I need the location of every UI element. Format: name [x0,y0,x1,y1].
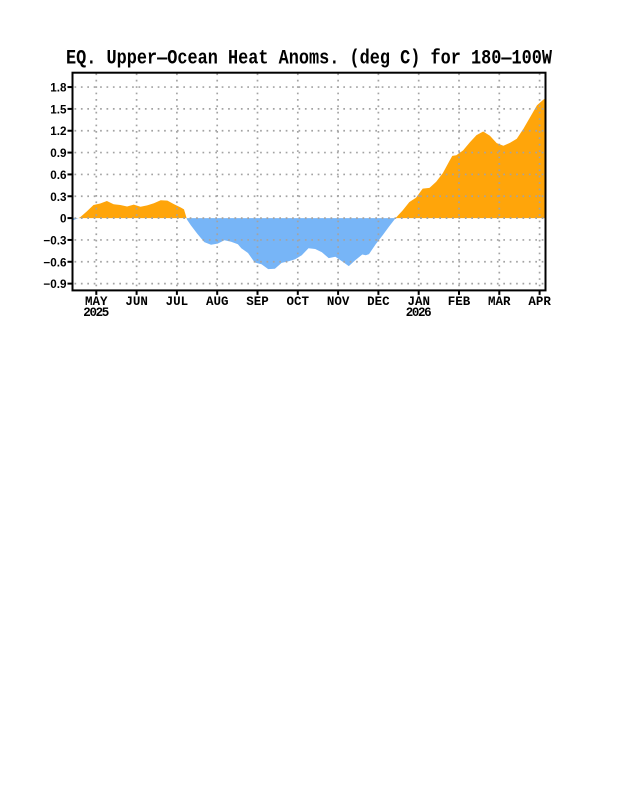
svg-text:OCT: OCT [287,295,310,309]
svg-text:NOV: NOV [327,295,350,309]
svg-text:MAY: MAY [85,295,108,309]
svg-text:FEB: FEB [448,295,471,309]
svg-text:JUN: JUN [125,295,148,309]
svg-text:JAN: JAN [407,295,430,309]
svg-text:MAR: MAR [488,295,511,309]
svg-text:2025: 2025 [83,306,109,320]
svg-text:0: 0 [60,213,67,226]
svg-text:0.3: 0.3 [50,191,67,204]
svg-text:JUL: JUL [166,295,189,309]
svg-text:0.6: 0.6 [50,169,67,182]
svg-text:−0.3: −0.3 [43,234,67,247]
svg-text:1.2: 1.2 [50,125,67,138]
svg-text:DEC: DEC [367,295,390,309]
svg-text:SEP: SEP [246,295,269,309]
svg-text:AUG: AUG [206,295,229,309]
svg-text:EQ. Upper—Ocean Heat Anoms. (d: EQ. Upper—Ocean Heat Anoms. (deg C) for … [66,47,553,70]
svg-text:1.8: 1.8 [50,82,67,95]
svg-text:−0.9: −0.9 [43,278,67,291]
svg-text:1.5: 1.5 [50,103,67,116]
svg-text:APR: APR [528,295,551,309]
svg-text:−0.6: −0.6 [43,256,67,269]
svg-text:2026: 2026 [406,306,432,320]
svg-text:0.9: 0.9 [50,147,67,160]
